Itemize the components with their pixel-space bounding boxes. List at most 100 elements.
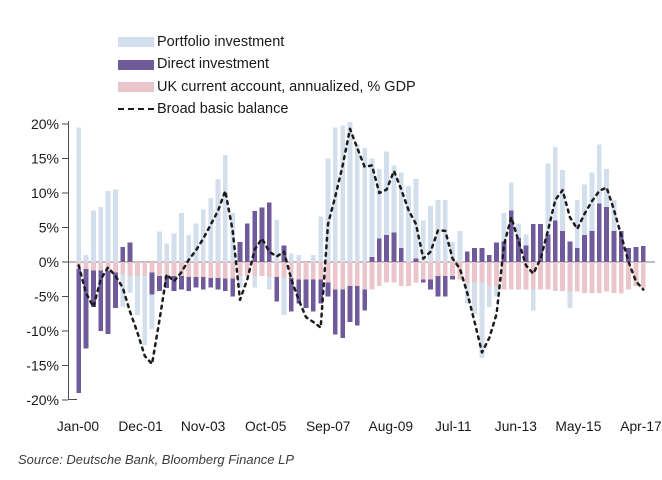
bar-direct [318, 262, 324, 304]
bar-portfolio [76, 127, 82, 262]
bar-current-account [391, 262, 397, 283]
bar-portfolio [369, 158, 375, 262]
bar-portfolio [450, 241, 456, 262]
legend-item-portfolio-investment: Portfolio investment [118, 31, 416, 53]
bar-current-account [310, 262, 316, 280]
bar-current-account [479, 262, 485, 283]
bar-current-account [266, 262, 272, 278]
bar-current-account [413, 262, 419, 283]
bar-direct [230, 262, 236, 297]
bar-current-account [303, 262, 309, 280]
bar-direct [76, 262, 82, 394]
bar-portfolio [296, 255, 302, 262]
x-tick-label: Sep-07 [306, 419, 351, 434]
bar-current-account [354, 262, 360, 287]
bar-direct [640, 246, 646, 262]
bar-current-account [369, 262, 375, 290]
bar-current-account [574, 262, 580, 292]
bar-portfolio [200, 209, 206, 262]
bar-direct [354, 262, 360, 326]
bar-portfolio [428, 206, 434, 262]
y-tick-label: 15% [31, 151, 59, 167]
legend-item-current-account: UK current account, annualized, % GDP [118, 76, 416, 98]
legend-label: Portfolio investment [157, 33, 285, 50]
bar-current-account [318, 262, 324, 280]
bar-portfolio [215, 179, 221, 262]
bar-portfolio [112, 189, 118, 262]
bar-portfolio [340, 125, 346, 262]
bar-portfolio [288, 253, 294, 262]
bar-current-account [384, 262, 390, 283]
bar-current-account [611, 262, 617, 294]
bar-current-account [332, 262, 338, 290]
bar-direct [244, 223, 250, 262]
bar-direct [442, 262, 448, 297]
legend-label: Direct investment [157, 56, 270, 73]
bar-current-account [589, 262, 595, 294]
bar-portfolio [193, 223, 199, 262]
y-tick-label: -20% [26, 392, 59, 408]
bar-direct [545, 234, 551, 262]
bar-direct [508, 210, 514, 262]
legend-item-broad-basic-balance: Broad basic balance [118, 98, 416, 120]
bar-direct [252, 210, 258, 262]
bar-portfolio [479, 262, 485, 358]
bar-direct [530, 224, 536, 262]
bar-direct [149, 262, 155, 295]
bar-direct [369, 257, 375, 262]
bar-portfolio [384, 151, 390, 262]
bar-portfolio [178, 213, 184, 262]
bar-portfolio [83, 255, 89, 262]
bar-portfolio [501, 213, 507, 262]
bar-portfolio [318, 216, 324, 262]
bar-portfolio [171, 233, 177, 262]
bar-portfolio [457, 230, 463, 262]
bar-portfolio [362, 148, 368, 262]
bar-current-account [538, 262, 544, 290]
y-tick-label: 5% [39, 220, 59, 236]
bar-current-account [618, 262, 624, 294]
bar-direct [486, 255, 492, 262]
bar-current-account [171, 262, 177, 276]
y-tick-label: 20% [31, 116, 59, 132]
bar-current-account [420, 262, 426, 280]
bar-direct [288, 262, 294, 312]
bar-direct [516, 237, 522, 262]
bar-direct [413, 258, 419, 262]
bar-direct [105, 262, 111, 334]
y-tick-label: -5% [34, 289, 59, 305]
bar-portfolio [420, 220, 426, 262]
bar-portfolio [274, 219, 280, 262]
bar-direct [604, 206, 609, 262]
bar-current-account [442, 262, 448, 276]
bar-portfolio [120, 262, 126, 307]
y-tick-label: 10% [31, 185, 59, 201]
bar-direct [464, 251, 470, 262]
legend-swatch-direct-icon [118, 59, 154, 70]
bar-direct [340, 262, 346, 338]
bar-current-account [626, 262, 631, 290]
legend-swatch-current-account-icon [118, 81, 154, 92]
bar-portfolio [156, 231, 162, 262]
bar-current-account [230, 262, 236, 279]
bar-current-account [127, 262, 133, 276]
bar-current-account [582, 262, 588, 294]
bar-portfolio [230, 213, 236, 262]
bar-current-account [596, 262, 602, 294]
bar-direct [574, 248, 580, 262]
bar-current-account [552, 262, 558, 291]
x-tick-label: Dec-01 [118, 419, 162, 434]
bar-direct [90, 262, 96, 307]
bar-portfolio [149, 262, 155, 329]
bar-current-account [362, 262, 368, 290]
bar-portfolio [310, 255, 316, 262]
broad-basic-balance-line [77, 127, 645, 366]
x-tick-label: Jul-11 [435, 419, 472, 434]
legend-label: UK current account, annualized, % GDP [157, 78, 416, 95]
bar-current-account [486, 262, 492, 287]
bar-portfolio [406, 186, 412, 262]
bar-portfolio [164, 243, 170, 262]
bar-current-account [134, 262, 140, 276]
bar-portfolio [98, 206, 104, 262]
